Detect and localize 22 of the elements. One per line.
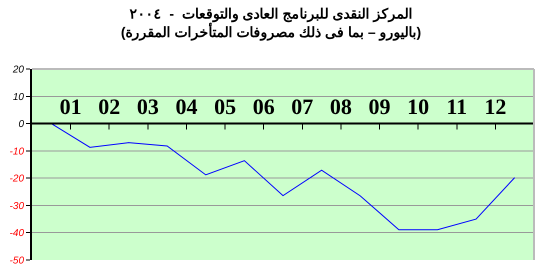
y-tick-label: -30: [10, 200, 24, 212]
y-tick-label: -40: [10, 228, 24, 240]
x-tick-label: 12: [484, 94, 506, 119]
x-tick-label: 01: [60, 94, 82, 119]
y-tick-label: -20: [10, 174, 24, 185]
y-tick-label: -10: [10, 146, 24, 158]
x-tick-label: 09: [368, 94, 391, 119]
x-tick-label: 03: [136, 94, 159, 119]
x-tick-label: 11: [446, 94, 468, 119]
y-tick-label: -50: [10, 256, 24, 266]
chart-title: المركز النقدى للبرنامج العادى والتوقعات - ٢٠٠٤: [130, 6, 412, 23]
x-tick-label: 04: [175, 94, 198, 119]
y-tick-label: 0: [18, 119, 24, 130]
x-tick-label: 02: [98, 94, 120, 119]
x-tick-label: 07: [291, 94, 314, 119]
x-tick-label: 10: [407, 94, 430, 119]
y-tick-label: 20: [12, 64, 24, 76]
x-tick-label: 06: [252, 94, 275, 119]
chart-subtitle: (باليورو – بما فى ذلك مصروفات المتأخرات المقررة): [120, 22, 422, 41]
x-tick-label: 05: [214, 94, 236, 119]
x-tick-label: 08: [330, 94, 352, 119]
line-series: [50, 123, 516, 230]
